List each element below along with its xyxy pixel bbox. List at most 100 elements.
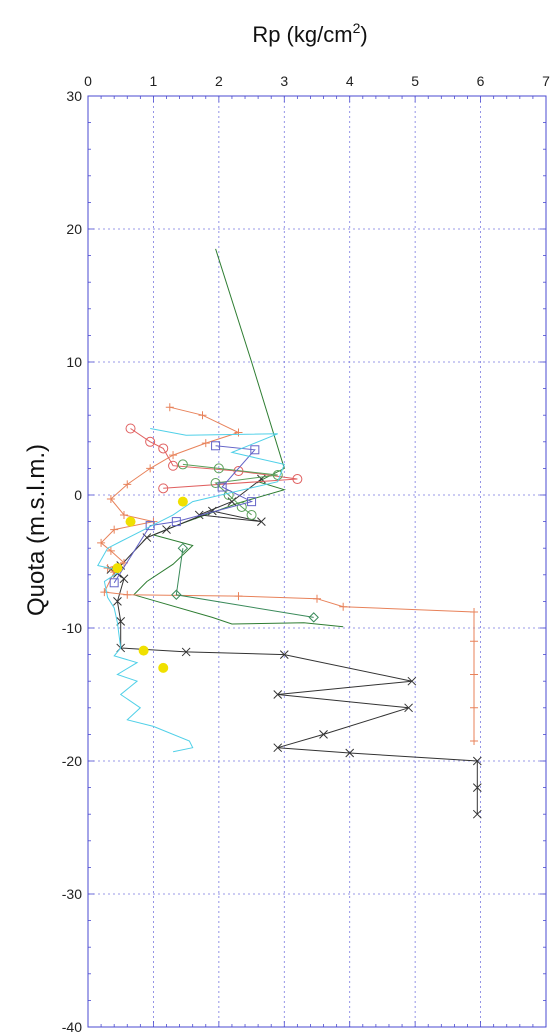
y-tick-label: -10: [62, 620, 82, 636]
data-point: [177, 542, 189, 554]
data-point: [181, 647, 191, 657]
series-line: [175, 548, 314, 618]
y-tick-label: -40: [62, 1019, 82, 1035]
data-point: [273, 743, 283, 753]
data-point: [125, 423, 136, 434]
data-point: [246, 509, 257, 520]
data-point: [292, 474, 303, 485]
x-tick-label: 1: [150, 73, 158, 89]
y-tick-labels: 30 20 10 0 -10 -20 -30 -40: [62, 88, 82, 1035]
data-point: [234, 592, 243, 601]
plot-frame: [87, 95, 547, 1028]
x-tick-label: 7: [542, 73, 550, 89]
series-1: [132, 248, 344, 628]
y-tick-label: -20: [62, 753, 82, 769]
data-point: [113, 597, 122, 606]
data-point: [145, 521, 155, 531]
data-point: [217, 482, 227, 492]
data-point: [207, 506, 217, 516]
y-tick-label: 30: [66, 88, 82, 104]
data-point: [177, 459, 188, 470]
data-point: [404, 703, 413, 713]
data-point: [171, 517, 181, 527]
series-line: [130, 428, 298, 489]
series-line: [132, 248, 344, 628]
data-point: [319, 730, 328, 739]
data-point: [169, 451, 178, 460]
series-line: [100, 406, 475, 741]
series-line: [182, 463, 278, 516]
data-point: [470, 637, 479, 646]
data-point: [119, 574, 129, 584]
data-point: [158, 483, 169, 494]
data-point: [119, 510, 128, 519]
data-point: [247, 497, 257, 507]
plot-border: [87, 95, 547, 1028]
data-point: [123, 480, 132, 489]
data-point: [236, 501, 247, 512]
chart-title-end: ): [360, 22, 367, 47]
data-point: [106, 494, 115, 503]
series-line: [113, 445, 256, 584]
series-7: [171, 542, 319, 623]
data-point: [234, 428, 243, 437]
y-tick-label: 20: [66, 221, 82, 237]
data-point: [257, 517, 266, 526]
chart-title: Rp (kg/cm2): [252, 20, 367, 47]
data-point: [165, 403, 174, 412]
data-point: [472, 809, 482, 819]
data-point: [227, 497, 237, 507]
x-tick-label: 2: [215, 73, 223, 89]
data-point: [470, 737, 479, 746]
data-point: [470, 608, 479, 617]
data-point: [201, 439, 210, 448]
data-point: [345, 748, 355, 758]
data-point: [407, 676, 417, 686]
data-point: [339, 602, 348, 611]
x-tick-label: 3: [280, 73, 288, 89]
x-tick-label: 0: [84, 73, 92, 89]
series-layer: [97, 248, 482, 819]
x-tick-label: 6: [477, 73, 485, 89]
y-tick-label: 10: [66, 354, 82, 370]
data-point: [198, 411, 207, 420]
data-point: [250, 445, 260, 455]
data-point: [272, 470, 283, 481]
data-point: [162, 525, 171, 534]
data-point: [112, 563, 123, 574]
data-point: [97, 538, 106, 547]
data-point: [470, 703, 479, 712]
data-point: [313, 594, 321, 603]
y-tick-label: -30: [62, 886, 82, 902]
data-point: [123, 590, 132, 599]
data-point: [273, 690, 283, 699]
series-3: [97, 403, 479, 746]
data-point: [308, 612, 319, 623]
series-4: [125, 423, 303, 494]
data-point: [145, 436, 156, 447]
data-point: [472, 783, 482, 792]
data-point: [106, 546, 115, 555]
data-point: [279, 650, 289, 659]
x-tick-labels: 0 1 2 3 4 5 6 7: [84, 73, 550, 89]
data-point: [138, 645, 149, 656]
series-8: [97, 428, 285, 753]
data-point: [158, 443, 169, 454]
data-point: [110, 525, 119, 534]
grid: [88, 96, 546, 1027]
series-9: [112, 496, 188, 673]
data-point: [109, 578, 119, 588]
series-line: [97, 428, 285, 753]
data-point: [146, 464, 155, 473]
y-axis-label: Quota (m.s.l.m.): [23, 444, 50, 616]
data-point: [470, 670, 479, 679]
series-5: [177, 459, 283, 520]
y-tick-label: 0: [74, 487, 82, 503]
data-point: [171, 589, 182, 600]
data-point: [168, 460, 179, 471]
data-point: [213, 463, 224, 474]
data-point: [211, 441, 221, 451]
series-2: [106, 474, 482, 819]
data-point: [194, 510, 204, 520]
